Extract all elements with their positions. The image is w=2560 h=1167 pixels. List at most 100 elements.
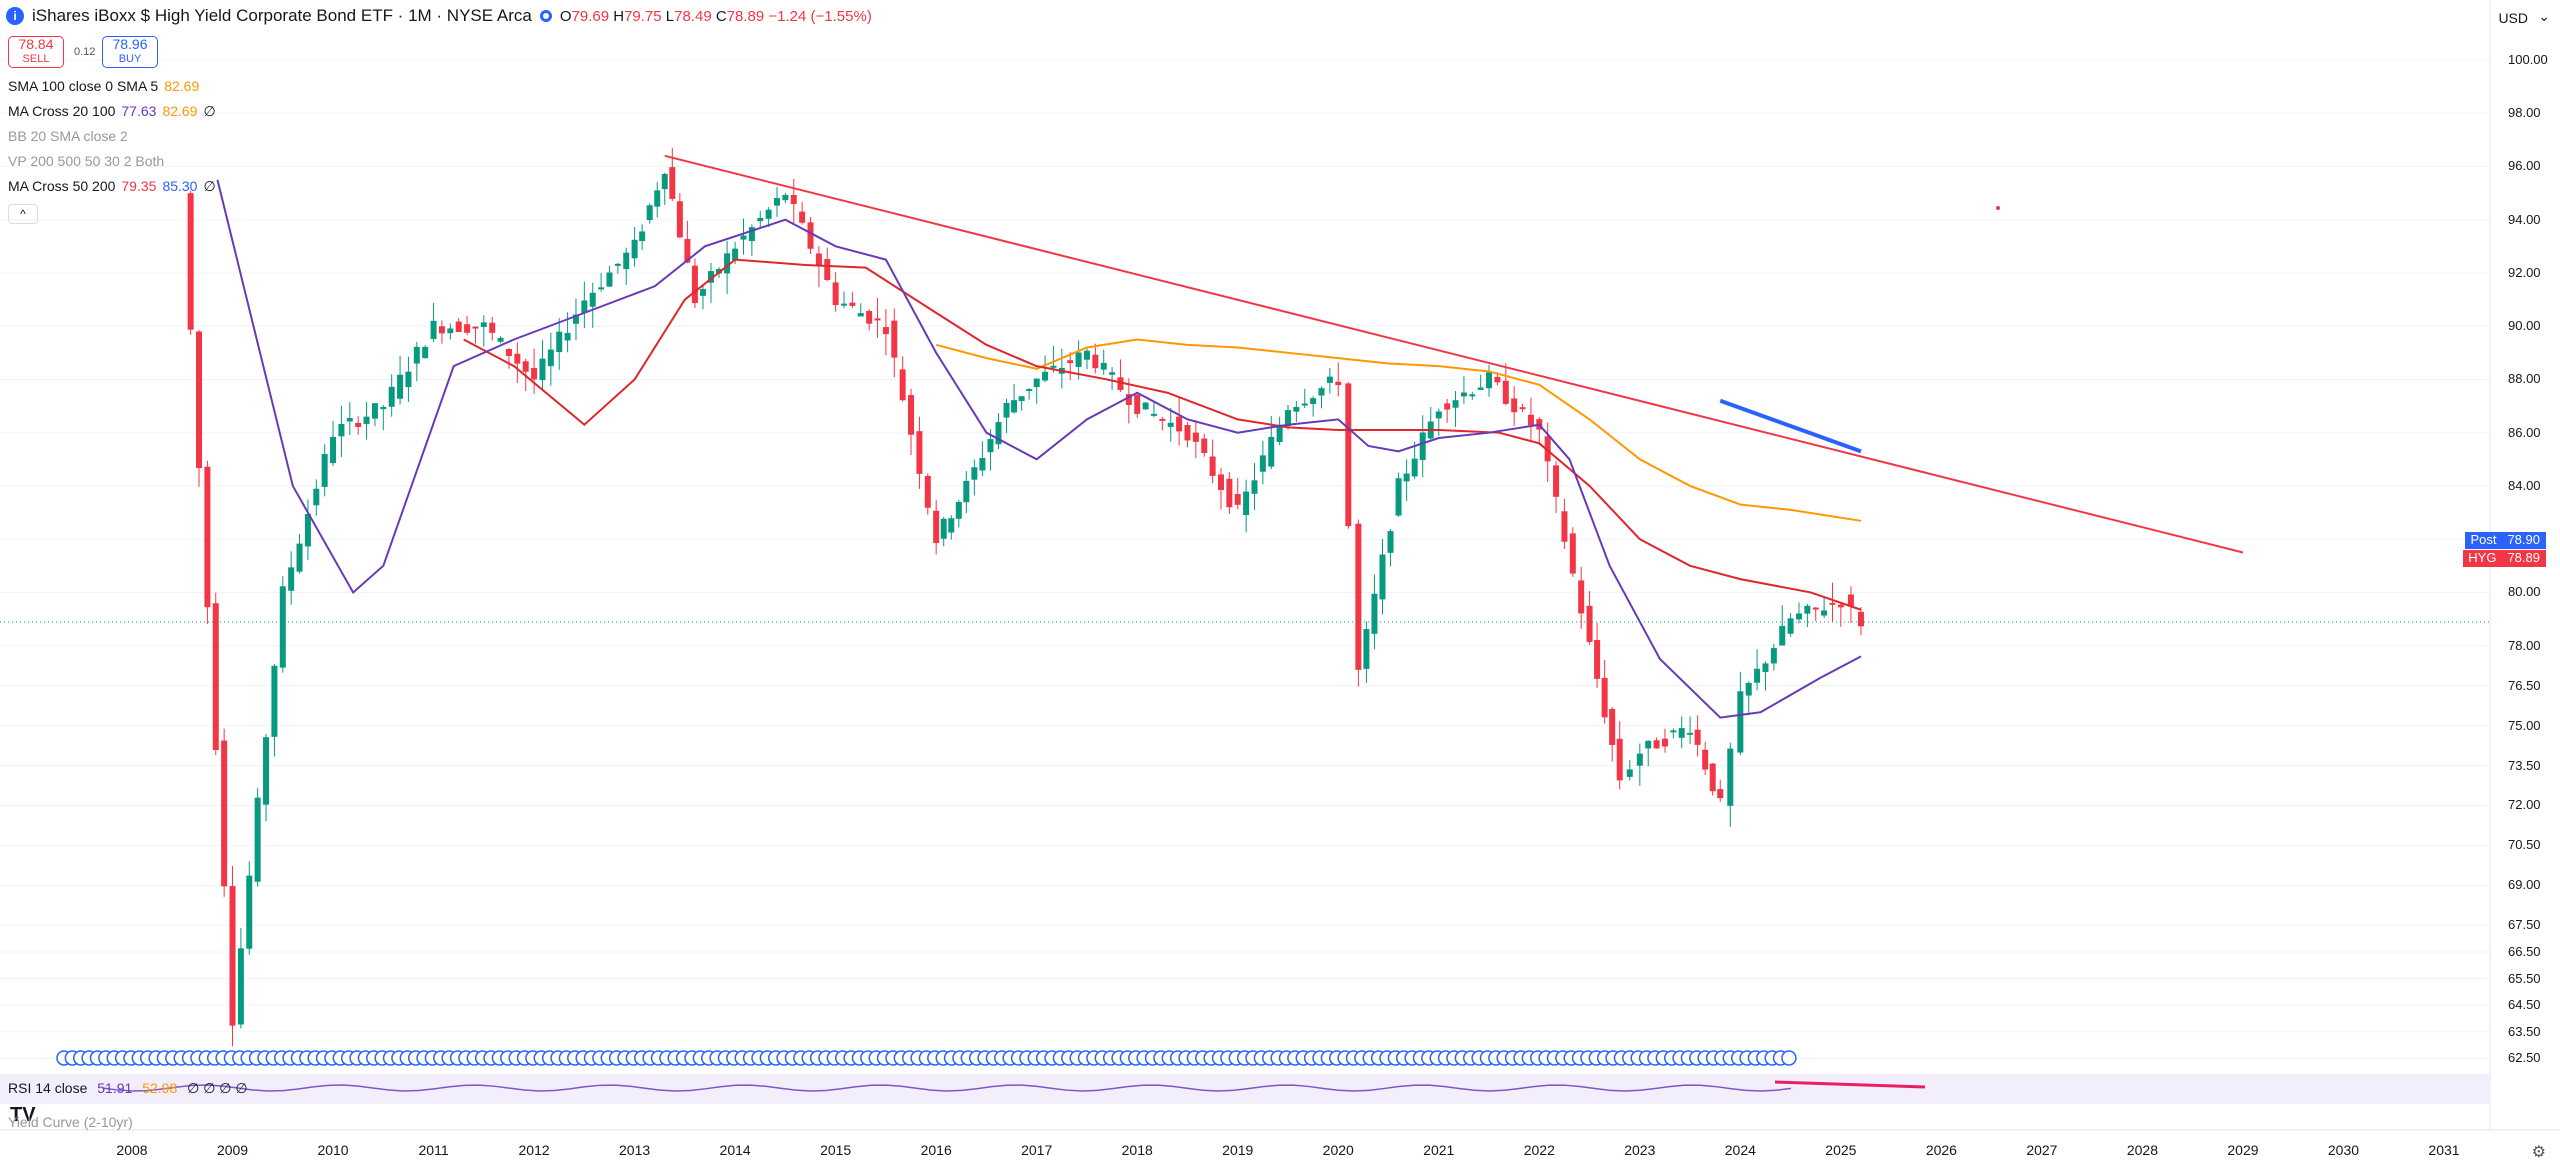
time-tick-label: 2018 bbox=[1121, 1142, 1153, 1158]
candle-body bbox=[313, 488, 320, 506]
price-tick-label: 90.00 bbox=[2508, 318, 2541, 334]
indicator-sma100[interactable]: SMA 100 close 0 SMA 5 82.69 bbox=[8, 78, 200, 94]
market-status-icon bbox=[539, 10, 552, 22]
time-tick-label: 2014 bbox=[719, 1142, 751, 1158]
candle-body bbox=[1837, 604, 1844, 608]
candle-body bbox=[229, 886, 236, 1026]
tradingview-logo: TV bbox=[10, 1104, 36, 1126]
rsi-line bbox=[102, 1084, 1792, 1092]
candle-body bbox=[237, 948, 244, 1025]
candle-body bbox=[1192, 432, 1199, 442]
candle-body bbox=[371, 403, 378, 419]
sell-button[interactable]: 78.84 SELL bbox=[8, 36, 64, 68]
candle-body bbox=[271, 665, 278, 737]
candle-body bbox=[849, 302, 856, 306]
currency-dropdown-icon[interactable]: ⌄ bbox=[2538, 8, 2550, 24]
candle-body bbox=[1285, 410, 1291, 427]
candle-body bbox=[581, 300, 588, 313]
candle-body bbox=[1653, 740, 1660, 749]
rsi-legend[interactable]: RSI 14 close 51.91 52.98 ∅ ∅ ∅ ∅ bbox=[8, 1080, 248, 1096]
buy-button[interactable]: 78.96 BUY bbox=[102, 36, 158, 68]
candle-body bbox=[1821, 610, 1828, 616]
candle-body bbox=[1494, 376, 1501, 383]
price-tick-label: 78.00 bbox=[2508, 637, 2541, 653]
candle-body bbox=[882, 327, 889, 335]
candle-body bbox=[1075, 352, 1082, 367]
candle-body bbox=[807, 222, 814, 249]
candle-body bbox=[1379, 554, 1386, 600]
candle-body bbox=[1795, 613, 1802, 620]
symbol-logo-icon: i bbox=[6, 7, 24, 25]
candle-body bbox=[514, 353, 521, 364]
price-tick-label: 75.00 bbox=[2508, 717, 2541, 733]
candle-body bbox=[1544, 436, 1551, 462]
candle-body bbox=[388, 386, 395, 407]
candle-body bbox=[204, 466, 211, 608]
currency-label[interactable]: USD bbox=[2498, 10, 2528, 26]
candle-body bbox=[1125, 394, 1132, 405]
candle-body bbox=[1609, 708, 1616, 745]
candle-body bbox=[1737, 691, 1744, 753]
candle-body bbox=[505, 348, 512, 356]
candle-body bbox=[708, 271, 715, 283]
candle-body bbox=[1209, 456, 1216, 476]
candle-body bbox=[397, 374, 404, 399]
symbol-title[interactable]: iShares iBoxx $ High Yield Corporate Bon… bbox=[32, 6, 532, 25]
candle-body bbox=[304, 513, 311, 547]
candle-body bbox=[1217, 474, 1224, 490]
time-tick-label: 2015 bbox=[820, 1142, 852, 1158]
time-tick-label: 2010 bbox=[317, 1142, 349, 1158]
candle-body bbox=[924, 475, 931, 508]
time-tick-label: 2028 bbox=[2126, 1142, 2158, 1158]
indicator-ma-cross-50-200[interactable]: MA Cross 50 200 79.35 85.30 ∅ bbox=[8, 178, 216, 194]
candle-body bbox=[740, 235, 747, 240]
collapse-legend-chevron-icon[interactable]: ^ bbox=[8, 204, 38, 224]
candle-body bbox=[1092, 354, 1099, 369]
candle-body bbox=[263, 737, 270, 805]
settings-gear-icon[interactable]: ⚙ bbox=[2531, 1144, 2546, 1161]
candle-body bbox=[1435, 411, 1442, 419]
candle-body bbox=[866, 310, 873, 324]
time-tick-label: 2017 bbox=[1021, 1142, 1053, 1158]
time-tick-label: 2012 bbox=[518, 1142, 550, 1158]
candle-body bbox=[639, 231, 646, 242]
candle-body bbox=[1804, 605, 1811, 614]
indicator-bb[interactable]: BB 20 SMA close 2 bbox=[8, 128, 128, 144]
candle-body bbox=[589, 292, 596, 307]
yield-curve-legend[interactable]: Yield Curve (2-10yr) bbox=[8, 1114, 133, 1130]
price-tick-label: 94.00 bbox=[2508, 211, 2541, 227]
candle-body bbox=[782, 194, 789, 201]
price-tick-label: 86.00 bbox=[2508, 424, 2541, 440]
candle-body bbox=[1460, 392, 1467, 397]
candle-body bbox=[1234, 493, 1241, 505]
candle-body bbox=[1569, 533, 1576, 574]
candle-body bbox=[1519, 407, 1526, 410]
candle-body bbox=[1670, 730, 1677, 733]
candle-body bbox=[472, 326, 479, 329]
drawn-blue-line bbox=[1719, 398, 1862, 454]
candle-body bbox=[1829, 602, 1836, 605]
candle-body bbox=[1717, 789, 1724, 799]
price-tick-label: 96.00 bbox=[2508, 158, 2541, 174]
time-tick-label: 2023 bbox=[1624, 1142, 1656, 1158]
candle-body bbox=[1626, 769, 1633, 777]
indicator-vp[interactable]: VP 200 500 50 30 2 Both bbox=[8, 153, 165, 169]
price-tick-label: 65.50 bbox=[2508, 970, 2541, 986]
candle-body bbox=[1645, 740, 1652, 749]
candle-body bbox=[221, 740, 228, 887]
time-tick-label: 2024 bbox=[1724, 1142, 1756, 1158]
candle-body bbox=[623, 252, 630, 270]
spread-value: 0.12 bbox=[74, 46, 96, 58]
indicator-ma-cross-20-100[interactable]: MA Cross 20 100 77.63 82.69 ∅ bbox=[8, 103, 216, 119]
candle-body bbox=[1709, 763, 1716, 792]
candle-body bbox=[971, 467, 978, 480]
candle-body bbox=[1561, 511, 1568, 542]
candle-body bbox=[187, 193, 194, 330]
candle-body bbox=[1268, 436, 1275, 467]
candle-body bbox=[1142, 402, 1149, 410]
candle-body bbox=[1419, 432, 1426, 461]
candle-body bbox=[1762, 663, 1769, 672]
candle-body bbox=[1310, 398, 1317, 405]
candle-body bbox=[1026, 388, 1033, 391]
